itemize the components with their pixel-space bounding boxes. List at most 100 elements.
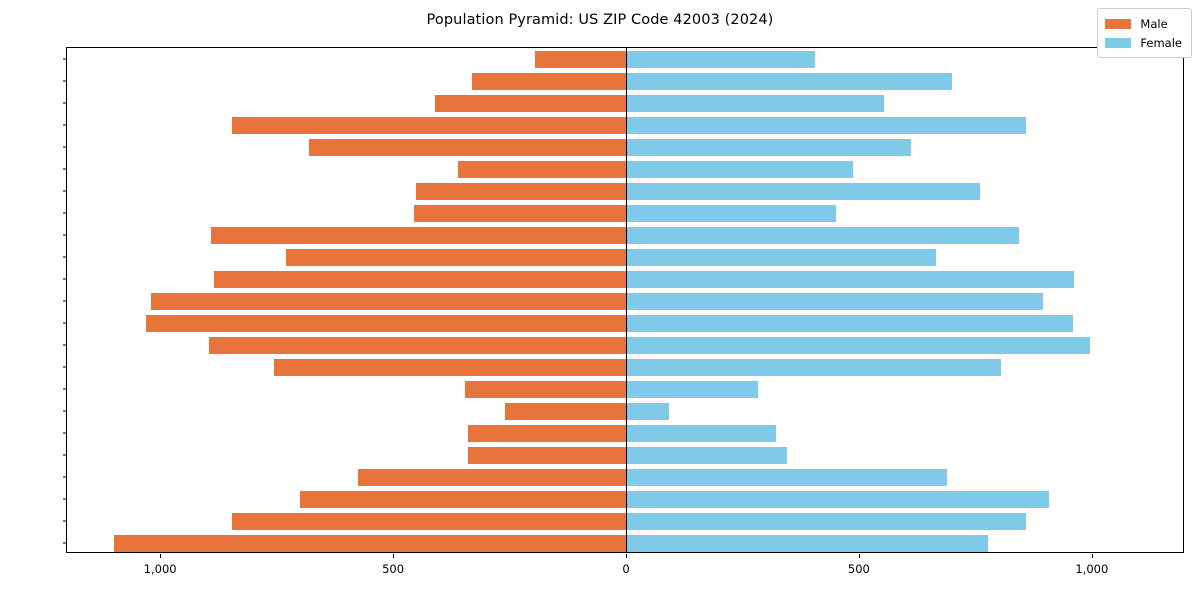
- y-tick-mark: [63, 410, 67, 412]
- bar-female: [626, 424, 776, 442]
- pyramid-row: [67, 534, 1183, 552]
- y-tick-mark: [63, 168, 67, 170]
- pyramid-row: [67, 336, 1183, 354]
- y-tick-mark: [63, 322, 67, 324]
- bar-male: [435, 94, 626, 112]
- x-tick-label: 0: [622, 562, 630, 576]
- x-tick-label: 1,000: [1075, 562, 1109, 576]
- pyramid-row: [67, 424, 1183, 442]
- y-tick-mark: [63, 256, 67, 258]
- bar-female: [626, 182, 980, 200]
- bar-female: [626, 160, 853, 178]
- pyramid-row: [67, 446, 1183, 464]
- y-tick-mark: [63, 388, 67, 390]
- bar-female: [626, 534, 988, 552]
- chart-legend: Male Female: [1097, 8, 1192, 58]
- legend-label: Male: [1140, 16, 1168, 31]
- pyramid-row: [67, 226, 1183, 244]
- y-tick-mark: [63, 520, 67, 522]
- y-tick-mark: [63, 432, 67, 434]
- legend-entry-male[interactable]: Male: [1105, 14, 1182, 33]
- bar-male: [232, 512, 626, 530]
- pyramid-row: [67, 490, 1183, 508]
- legend-swatch-icon: [1105, 18, 1132, 29]
- bar-female: [626, 358, 1002, 376]
- legend-label: Female: [1140, 35, 1182, 50]
- bar-male: [535, 50, 626, 68]
- bar-male: [472, 72, 626, 90]
- pyramid-row: [67, 116, 1183, 134]
- pyramid-row: [67, 270, 1183, 288]
- bar-male: [458, 160, 626, 178]
- y-tick-mark: [63, 344, 67, 346]
- page-title: Population Pyramid: US ZIP Code 42003 (2…: [426, 12, 774, 28]
- bar-male: [504, 402, 626, 420]
- x-tick-mark: [393, 554, 395, 558]
- pyramid-row: [67, 314, 1183, 332]
- y-tick-mark: [63, 300, 67, 302]
- bar-female: [626, 336, 1090, 354]
- pyramid-row: [67, 160, 1183, 178]
- bar-male: [285, 248, 626, 266]
- bar-male: [465, 380, 626, 398]
- bar-female: [626, 50, 816, 68]
- bar-male: [146, 314, 626, 332]
- pyramid-row: [67, 204, 1183, 222]
- bar-female: [626, 380, 759, 398]
- x-tick-mark: [160, 554, 162, 558]
- pyramid-row: [67, 248, 1183, 266]
- bar-female: [626, 402, 670, 420]
- x-tick-label: 500: [847, 562, 870, 576]
- x-tick-label: 500: [382, 562, 405, 576]
- bar-female: [626, 512, 1026, 530]
- x-tick-label: 1,000: [143, 562, 177, 576]
- bar-female: [626, 204, 836, 222]
- x-tick-mark: [1091, 554, 1093, 558]
- x-tick-mark: [858, 554, 860, 558]
- y-tick-mark: [63, 498, 67, 500]
- legend-entry-female[interactable]: Female: [1105, 33, 1182, 52]
- x-tick-mark: [626, 554, 628, 558]
- pyramid-row: [67, 182, 1183, 200]
- y-tick-mark: [63, 146, 67, 148]
- y-tick-mark: [63, 278, 67, 280]
- legend-swatch-icon: [1105, 37, 1132, 48]
- bar-male: [213, 270, 626, 288]
- bar-female: [626, 292, 1043, 310]
- bar-female: [626, 314, 1073, 332]
- pyramid-row: [67, 402, 1183, 420]
- bar-male: [416, 182, 626, 200]
- bar-male: [211, 226, 626, 244]
- y-tick-mark: [63, 366, 67, 368]
- bar-female: [626, 94, 884, 112]
- y-tick-mark: [63, 58, 67, 60]
- y-tick-mark: [63, 454, 67, 456]
- bar-female: [626, 490, 1050, 508]
- pyramid-row: [67, 380, 1183, 398]
- zero-axis-line: [626, 48, 628, 552]
- y-tick-mark: [63, 124, 67, 126]
- pyramid-row: [67, 72, 1183, 90]
- bar-female: [626, 446, 788, 464]
- bar-female: [626, 138, 912, 156]
- bar-male: [467, 446, 626, 464]
- pyramid-row: [67, 468, 1183, 486]
- plot-area: 85+80-8475-7970-7467-6965-6662-6460-6155…: [63, 47, 1184, 576]
- pyramid-row: [67, 138, 1183, 156]
- bar-male: [150, 292, 626, 310]
- bar-female: [626, 270, 1074, 288]
- bar-female: [626, 468, 947, 486]
- bar-male: [209, 336, 626, 354]
- bar-male: [232, 116, 626, 134]
- pyramid-row: [67, 512, 1183, 530]
- pyramid-row: [67, 292, 1183, 310]
- pyramid-row: [67, 50, 1183, 68]
- bar-female: [626, 116, 1026, 134]
- plot-inner: 85+80-8475-7970-7467-6965-6662-6460-6155…: [63, 48, 1183, 576]
- bar-female: [626, 72, 952, 90]
- y-tick-mark: [63, 190, 67, 192]
- bar-male: [299, 490, 626, 508]
- bar-male: [358, 468, 626, 486]
- bar-male: [309, 138, 626, 156]
- bar-female: [626, 226, 1020, 244]
